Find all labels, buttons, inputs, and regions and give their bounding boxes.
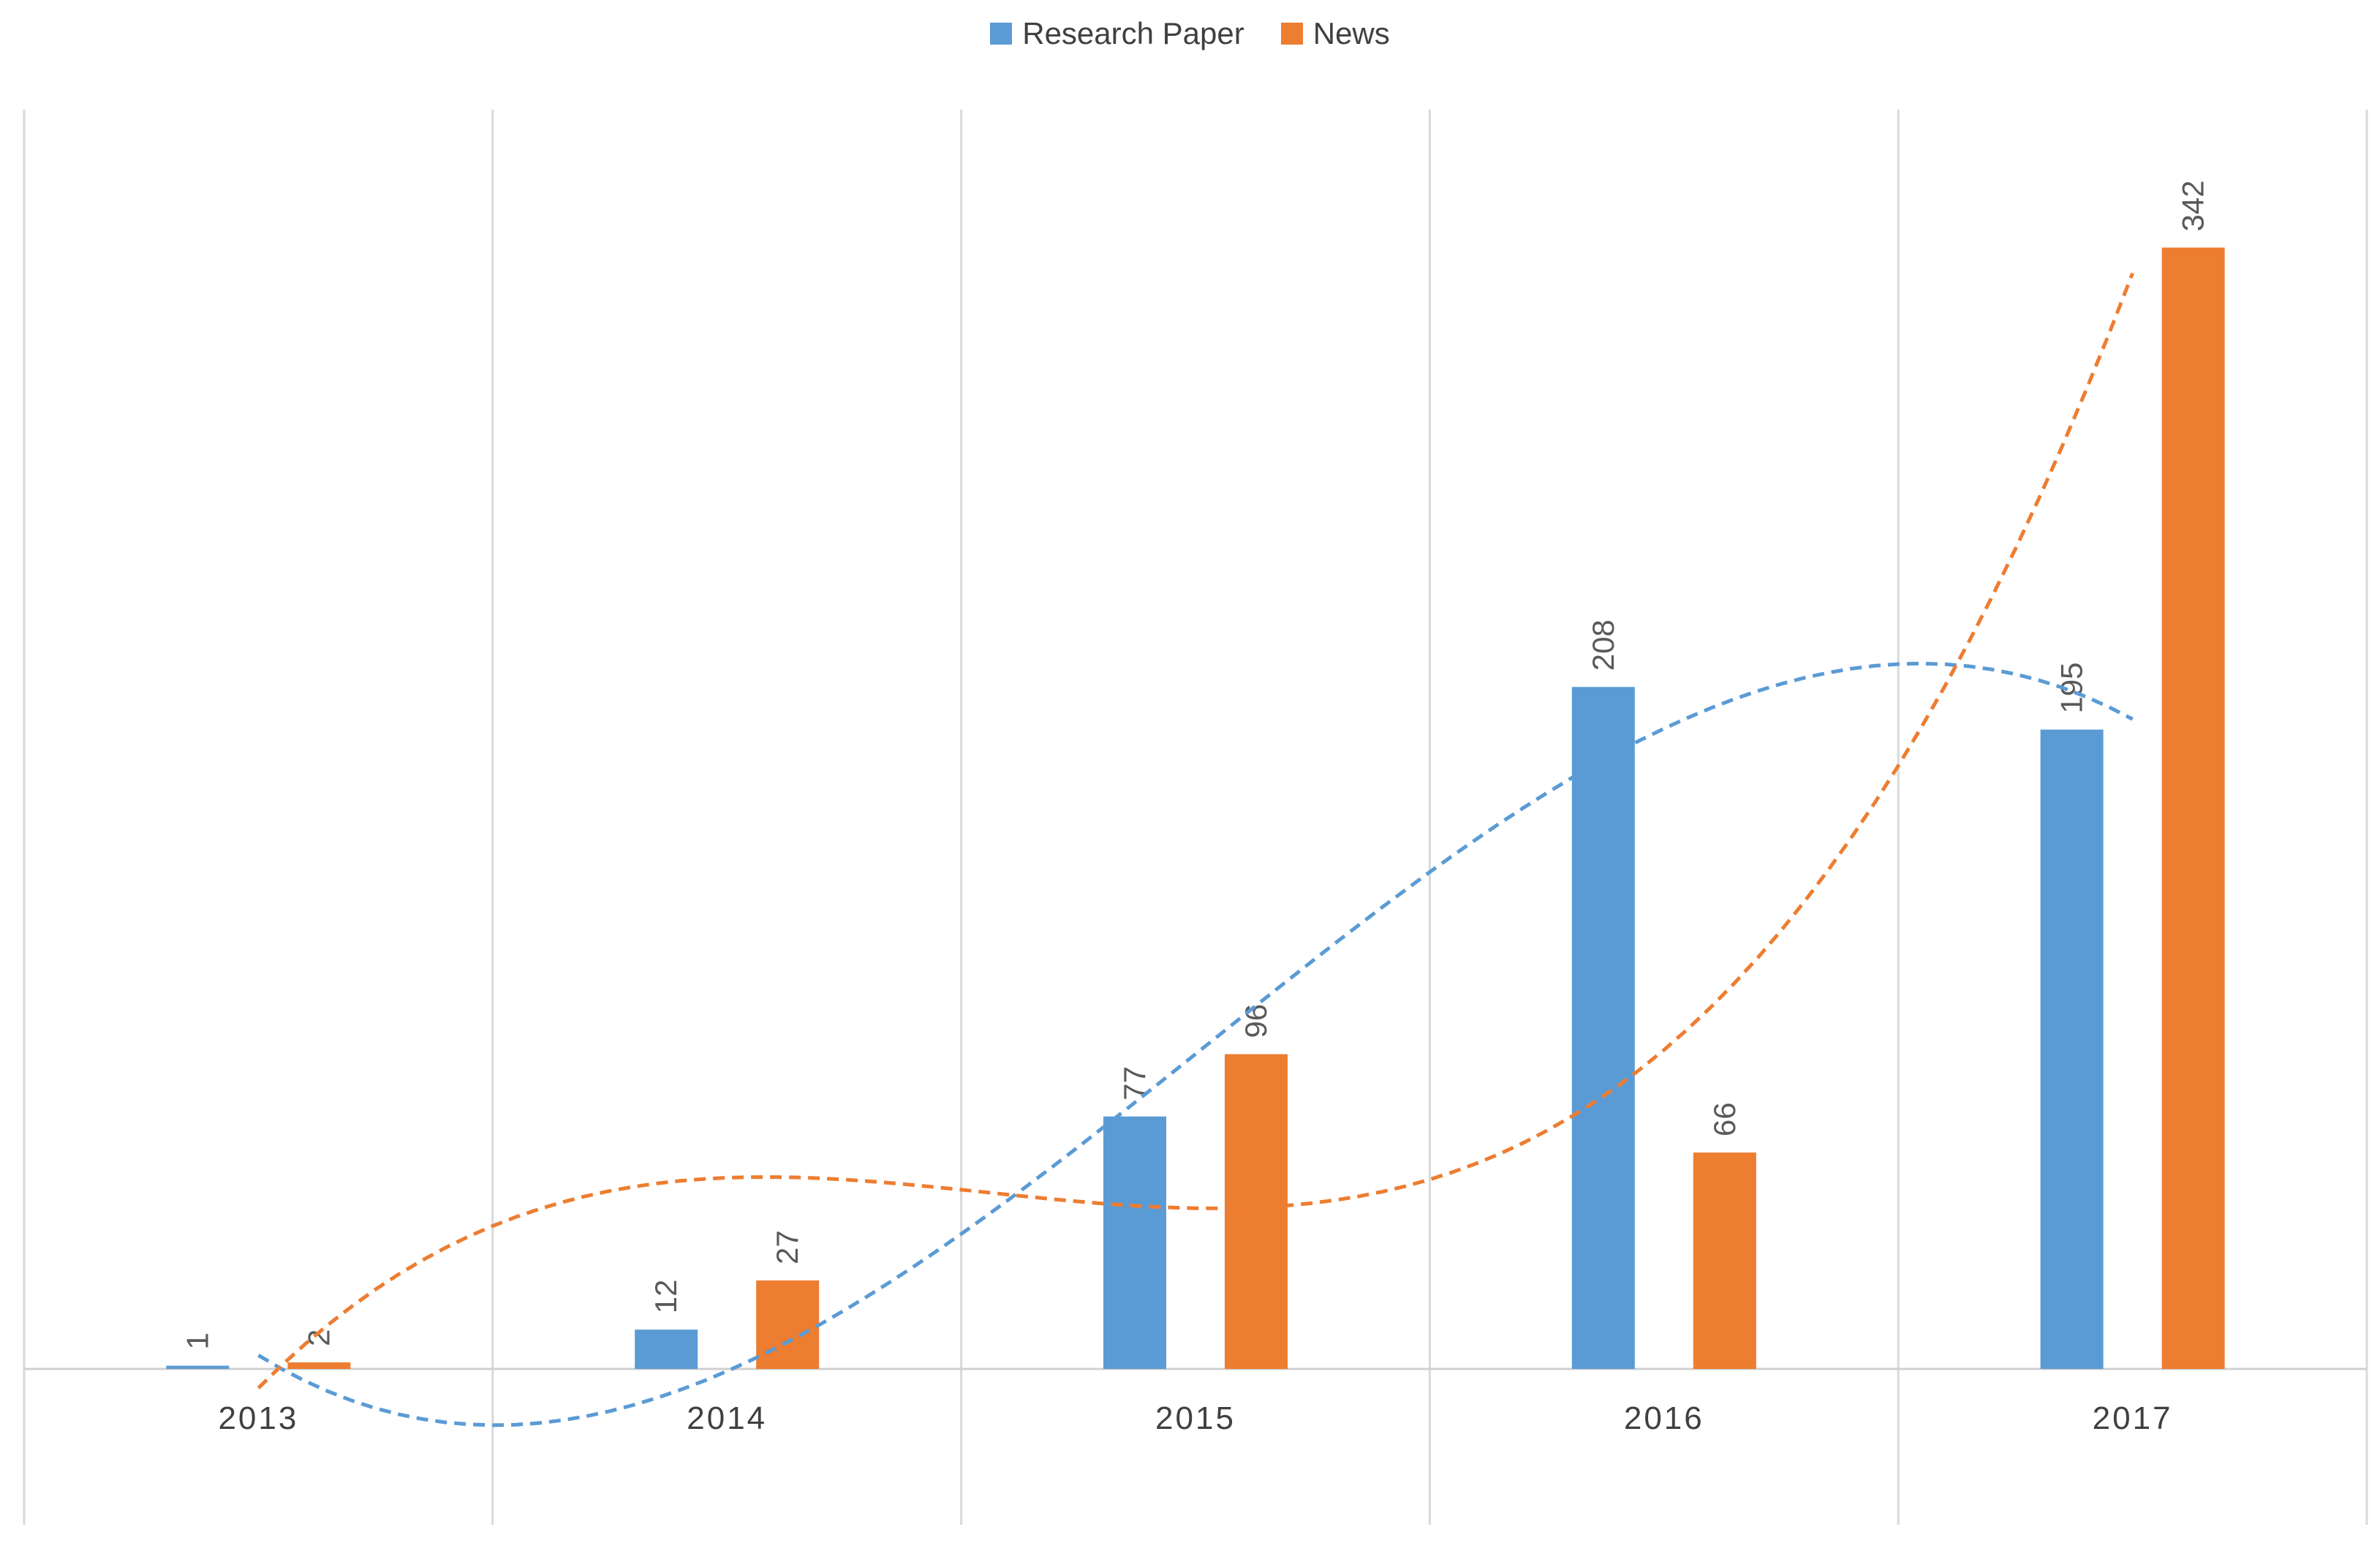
- bar-news: [287, 1362, 351, 1369]
- x-tick-label: 2014: [687, 1400, 767, 1436]
- data-label-news: 342: [2176, 180, 2210, 231]
- legend-item-research-paper: Research Paper: [990, 16, 1244, 51]
- bar-news: [1693, 1152, 1756, 1369]
- data-label-research-paper: 208: [1586, 619, 1620, 671]
- trendline-research-paper: [257, 661, 2134, 1427]
- bar-news: [756, 1280, 820, 1369]
- legend-swatch-research-paper: [990, 23, 1013, 45]
- x-tick-label: 2017: [2093, 1400, 2173, 1436]
- legend: Research Paper News: [0, 16, 2380, 51]
- legend-label-research-paper: Research Paper: [1022, 16, 1244, 50]
- data-label-news: 66: [1707, 1102, 1742, 1136]
- bar-research-paper: [1571, 687, 1635, 1369]
- bar-research-paper: [2040, 729, 2104, 1369]
- x-tick-label: 2013: [218, 1400, 298, 1436]
- data-label-news: 27: [770, 1230, 804, 1264]
- x-tick-label: 2015: [1155, 1400, 1236, 1436]
- data-label-news: 96: [1239, 1004, 1273, 1038]
- bar-research-paper: [635, 1329, 698, 1369]
- trendline-news: [257, 272, 2134, 1389]
- bar-research-paper: [1103, 1116, 1166, 1369]
- data-label-research-paper: 12: [649, 1279, 683, 1313]
- bar-news: [2161, 247, 2225, 1370]
- data-label-news: 2: [301, 1329, 336, 1346]
- bar-research-paper: [166, 1365, 230, 1369]
- x-tick-label: 2016: [1624, 1400, 1704, 1436]
- legend-label-news: News: [1312, 16, 1390, 50]
- legend-swatch-news: [1280, 23, 1303, 45]
- data-label-research-paper: 1: [180, 1332, 214, 1349]
- legend-item-news: News: [1280, 16, 1390, 51]
- bar-news: [1225, 1054, 1288, 1369]
